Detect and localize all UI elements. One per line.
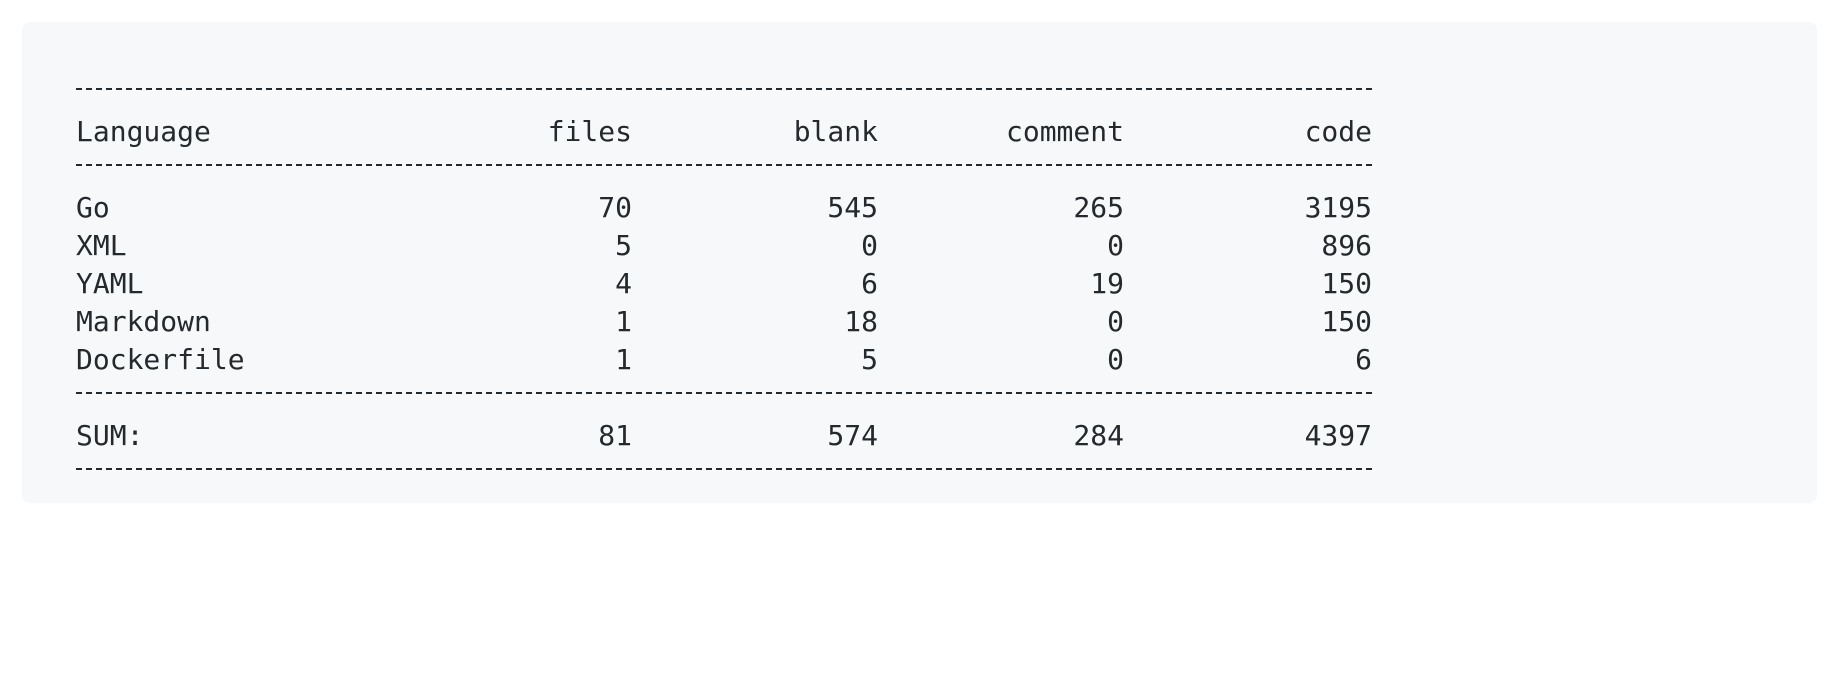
row-language: YAML	[76, 267, 144, 300]
cloc-output: Language files blank comment code Go 70 …	[76, 75, 1372, 493]
separator-line	[76, 379, 1372, 417]
row-files: 1	[615, 343, 632, 376]
row-files: 5	[615, 229, 632, 262]
row-language: XML	[76, 229, 127, 262]
row-code: 150	[1321, 267, 1372, 300]
code-block: Language files blank comment code Go 70 …	[22, 22, 1817, 503]
row-files: 70	[598, 191, 632, 224]
row-comment: 265	[1073, 191, 1124, 224]
row-blank: 0	[861, 229, 878, 262]
row-code: 6	[1355, 343, 1372, 376]
row-files: 4	[615, 267, 632, 300]
row-code: 150	[1321, 305, 1372, 338]
row-comment: 0	[1107, 229, 1124, 262]
table-header-row: Language files blank comment code	[76, 113, 1372, 151]
table-row: YAML 4 6 19 150	[76, 265, 1372, 303]
header-code: code	[1304, 115, 1372, 148]
row-blank: 6	[861, 267, 878, 300]
row-code: 3195	[1304, 191, 1372, 224]
table-row: Dockerfile 1 5 0 6	[76, 341, 1372, 379]
sum-label: SUM:	[76, 419, 144, 452]
row-language: Markdown	[76, 305, 211, 338]
sum-comment: 284	[1073, 419, 1124, 452]
header-files: files	[547, 115, 632, 148]
row-files: 1	[615, 305, 632, 338]
row-blank: 545	[827, 191, 878, 224]
header-blank: blank	[793, 115, 878, 148]
separator-line	[76, 75, 1372, 113]
row-blank: 18	[844, 305, 878, 338]
row-language: Dockerfile	[76, 343, 245, 376]
table-row: Go 70 545 265 3195	[76, 189, 1372, 227]
sum-files: 81	[598, 419, 632, 452]
table-row: Markdown 1 18 0 150	[76, 303, 1372, 341]
row-language: Go	[76, 191, 110, 224]
separator-line	[76, 151, 1372, 189]
separator-line	[76, 455, 1372, 493]
row-comment: 0	[1107, 305, 1124, 338]
sum-code: 4397	[1304, 419, 1372, 452]
sum-blank: 574	[827, 419, 878, 452]
row-comment: 19	[1090, 267, 1124, 300]
table-row: XML 5 0 0 896	[76, 227, 1372, 265]
row-blank: 5	[861, 343, 878, 376]
row-code: 896	[1321, 229, 1372, 262]
header-comment: comment	[1005, 115, 1124, 148]
row-comment: 0	[1107, 343, 1124, 376]
header-language: Language	[76, 115, 211, 148]
table-sum-row: SUM: 81 574 284 4397	[76, 417, 1372, 455]
